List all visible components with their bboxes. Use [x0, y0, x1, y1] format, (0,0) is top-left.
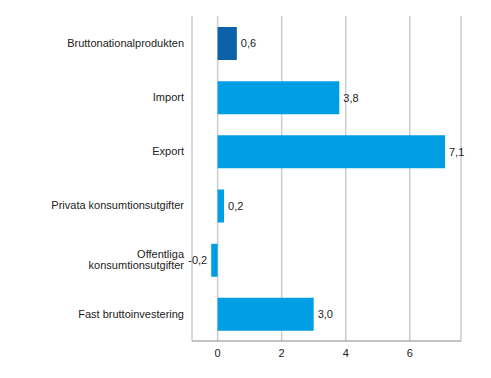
svg-text:6: 6 [407, 347, 413, 359]
svg-text:0,2: 0,2 [228, 200, 243, 212]
svg-text:3,8: 3,8 [343, 92, 358, 104]
svg-text:Privata konsumtionsutgifter: Privata konsumtionsutgifter [51, 199, 184, 211]
svg-text:Fast bruttoinvestering: Fast bruttoinvestering [78, 308, 184, 320]
svg-text:4: 4 [343, 347, 349, 359]
svg-text:0,6: 0,6 [241, 37, 256, 49]
svg-text:2: 2 [279, 347, 285, 359]
svg-text:Bruttonationalprodukten: Bruttonationalprodukten [67, 37, 184, 49]
svg-text:Export: Export [152, 145, 184, 157]
svg-text:7,1: 7,1 [449, 146, 464, 158]
svg-text:0: 0 [215, 347, 221, 359]
svg-text:3,0: 3,0 [318, 308, 333, 320]
svg-text:Offentligakonsumtionsutgifter: Offentligakonsumtionsutgifter [89, 248, 185, 271]
svg-text:Import: Import [153, 91, 184, 103]
svg-text:-0,2: -0,2 [188, 254, 207, 266]
